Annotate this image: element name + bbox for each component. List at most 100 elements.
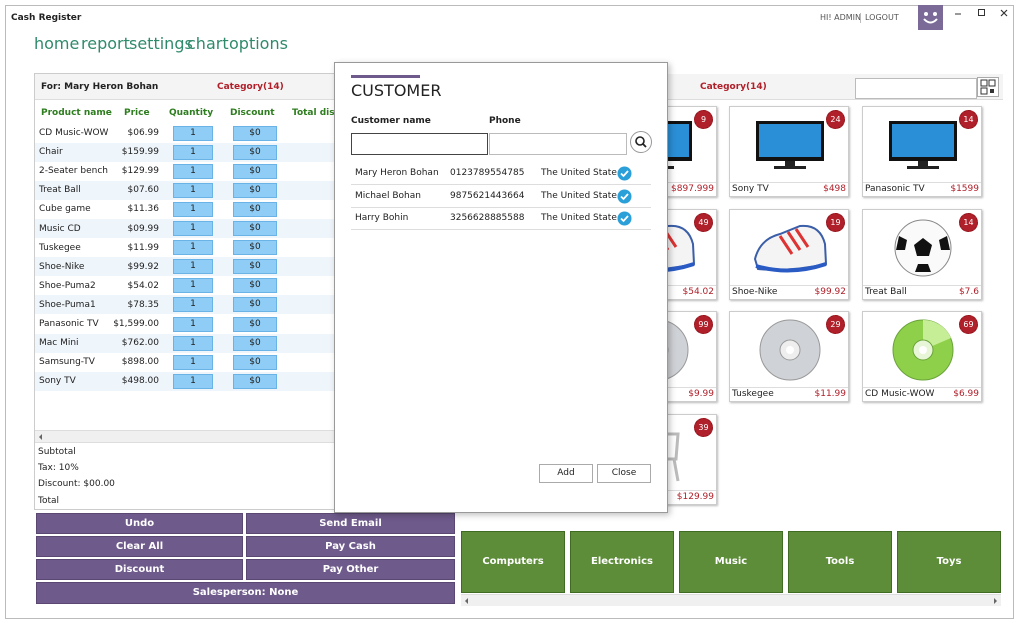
- nav-item[interactable]: settings: [129, 34, 193, 53]
- discount-button[interactable]: $0: [233, 335, 277, 351]
- product-tile[interactable]: Tuskegee $11.99 29: [729, 311, 849, 402]
- product-price: $1,599.00: [113, 319, 159, 329]
- discount-button[interactable]: $0: [233, 182, 277, 198]
- discount-button[interactable]: $0: [233, 125, 277, 141]
- product-price: $498.00: [121, 376, 159, 387]
- category-button[interactable]: Music: [679, 531, 783, 593]
- action-button[interactable]: Discount: [36, 559, 243, 580]
- nav-item[interactable]: report: [81, 34, 130, 53]
- discount-button[interactable]: $0: [233, 316, 277, 332]
- action-button[interactable]: Pay Other: [246, 559, 455, 580]
- product-tile[interactable]: Sony TV $498 24: [729, 106, 849, 197]
- tile-footer: [730, 285, 848, 286]
- customer-name: Mary Heron Bohan: [355, 168, 439, 178]
- customer-name: Harry Bohin: [355, 213, 409, 223]
- customer-phone: 0123789554785: [450, 168, 525, 178]
- product-price: $159.99: [121, 147, 159, 158]
- icon-part: [892, 124, 954, 157]
- close-button[interactable]: Close: [597, 464, 651, 483]
- discount-button[interactable]: $0: [233, 163, 277, 179]
- quantity-button[interactable]: 1: [173, 201, 213, 217]
- quantity-button[interactable]: 1: [173, 297, 213, 313]
- customer-row[interactable]: Mary Heron Bohan 0123789554785 The United …: [351, 163, 651, 185]
- icon: [617, 189, 632, 203]
- quantity-button[interactable]: 1: [173, 335, 213, 351]
- icon-part: [919, 346, 927, 354]
- product-image: [730, 111, 850, 181]
- product-name: Treat Ball: [39, 185, 81, 196]
- name-input[interactable]: [351, 133, 488, 155]
- tile-name: CD Music-WOW: [865, 389, 935, 399]
- stock-badge: 9: [694, 110, 713, 129]
- search-button[interactable]: [630, 131, 652, 153]
- product-tile[interactable]: Shoe-Nike $99.92 19: [729, 209, 849, 300]
- quantity-button[interactable]: 1: [173, 125, 213, 141]
- nav-item[interactable]: chart: [187, 34, 229, 53]
- category-button[interactable]: Electronics: [570, 531, 674, 593]
- category-button[interactable]: Tools: [788, 531, 892, 593]
- quantity-button[interactable]: 1: [173, 259, 213, 275]
- quantity-button[interactable]: 1: [173, 163, 213, 179]
- category-button[interactable]: Computers: [461, 531, 565, 593]
- tile-footer: [863, 182, 981, 183]
- discount-button[interactable]: $0: [233, 278, 277, 294]
- action-button[interactable]: Send Email: [246, 513, 455, 534]
- icon-part: [774, 166, 806, 169]
- discount-button[interactable]: $0: [233, 354, 277, 370]
- close-window-button[interactable]: [999, 8, 1009, 18]
- discount-button[interactable]: $0: [233, 144, 277, 160]
- quantity-button[interactable]: 1: [173, 278, 213, 294]
- discount-button[interactable]: $0: [233, 259, 277, 275]
- quantity-button[interactable]: 1: [173, 182, 213, 198]
- quantity-button[interactable]: 1: [173, 144, 213, 160]
- product-name: Shoe-Puma2: [39, 280, 96, 291]
- smiley-icon[interactable]: [918, 5, 943, 30]
- qr-button[interactable]: [977, 77, 999, 97]
- nav-item[interactable]: home: [34, 34, 80, 53]
- quantity-button[interactable]: 1: [173, 373, 213, 389]
- product-image: [863, 214, 983, 284]
- icon: [889, 121, 957, 169]
- product-price: $09.99: [127, 223, 160, 234]
- minimize-button[interactable]: [953, 8, 963, 18]
- quantity-button[interactable]: 1: [173, 316, 213, 332]
- summary-divider: [35, 442, 335, 443]
- product-tile[interactable]: CD Music-WOW $6.99 69: [862, 311, 982, 402]
- customer-row[interactable]: Michael Bohan 9875621443664 The United Sta…: [351, 186, 651, 208]
- add-button[interactable]: Add: [539, 464, 593, 483]
- product-tile[interactable]: Treat Ball $7.6 14: [862, 209, 982, 300]
- customer-row[interactable]: Harry Bohin 3256628885588 The United State: [351, 208, 651, 230]
- action-button[interactable]: Undo: [36, 513, 243, 534]
- product-name: Cube game: [39, 204, 91, 215]
- icon-part: [759, 124, 821, 157]
- quantity-button[interactable]: 1: [173, 221, 213, 236]
- category-button[interactable]: Toys: [897, 531, 1001, 593]
- discount-button[interactable]: $0: [233, 221, 277, 236]
- discount-button[interactable]: $0: [233, 373, 277, 389]
- tile-price: $54.02: [682, 287, 715, 297]
- action-button[interactable]: Clear All: [36, 536, 243, 557]
- product-price: $11.99: [127, 242, 160, 253]
- icon-part: [642, 143, 647, 148]
- maximize-button[interactable]: [977, 8, 987, 18]
- quantity-button[interactable]: 1: [173, 354, 213, 370]
- tile-name: Treat Ball: [865, 287, 907, 297]
- product-name: Panasonic TV: [39, 319, 99, 329]
- nav-item[interactable]: options: [229, 34, 288, 53]
- quantity-button[interactable]: 1: [173, 240, 213, 256]
- discount-button[interactable]: $0: [233, 240, 277, 256]
- discount-button[interactable]: $0: [233, 297, 277, 313]
- column-header: Product name: [41, 108, 112, 118]
- icon-part: [923, 18, 938, 24]
- search-box[interactable]: [855, 78, 977, 99]
- discount-button[interactable]: $0: [233, 201, 277, 217]
- icon: [635, 136, 647, 148]
- phone-input[interactable]: [489, 133, 627, 155]
- product-tile[interactable]: Panasonic TV $1599 14: [862, 106, 982, 197]
- icon-part: [1000, 9, 1008, 17]
- logout-link[interactable]: LOGOUT: [865, 13, 899, 22]
- salesperson-button[interactable]: Salesperson: None: [36, 582, 455, 604]
- action-button[interactable]: Pay Cash: [246, 536, 455, 557]
